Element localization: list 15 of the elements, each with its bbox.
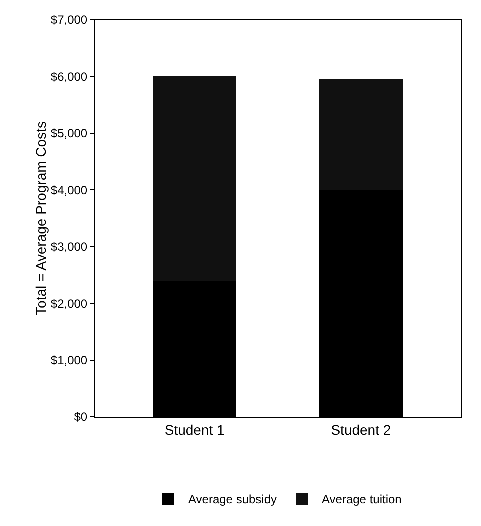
y-tick-label: $1,000 [50, 353, 88, 368]
x-tick-label: Student 2 [331, 422, 392, 438]
y-tick-label: $5,000 [50, 126, 88, 141]
y-tick-label: $3,000 [50, 240, 88, 254]
legend-label: Average subsidy [188, 492, 277, 507]
legend-label: Average tuition [322, 492, 402, 507]
y-tick-label: $2,000 [50, 296, 88, 311]
y-tick-label: $0 [74, 410, 88, 424]
y-axis-title: Total = Average Program Costs [32, 122, 49, 316]
y-tick-label: $4,000 [50, 183, 88, 198]
bar [320, 80, 403, 190]
y-tick-label: $7,000 [50, 13, 88, 28]
x-tick-label: Student 1 [164, 422, 226, 438]
y-tick-label: $6,000 [50, 70, 88, 84]
bar [153, 76, 236, 281]
